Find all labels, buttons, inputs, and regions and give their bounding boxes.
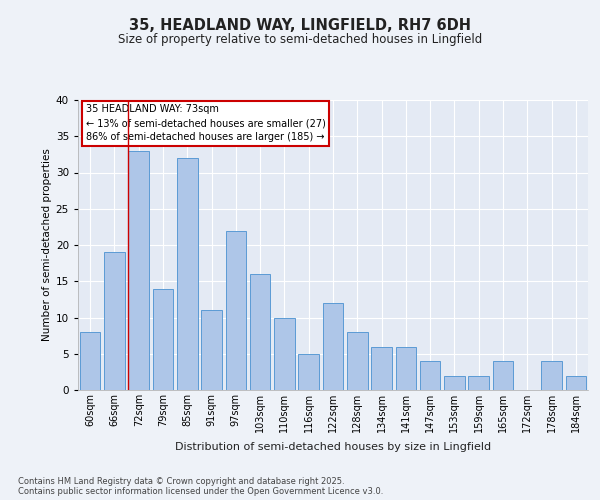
Bar: [323, 303, 343, 390]
Bar: [128, 151, 149, 390]
Bar: [347, 332, 368, 390]
Text: Contains public sector information licensed under the Open Government Licence v3: Contains public sector information licen…: [18, 488, 383, 496]
Bar: [298, 354, 319, 390]
Bar: [177, 158, 197, 390]
Bar: [371, 346, 392, 390]
Bar: [541, 361, 562, 390]
Bar: [152, 288, 173, 390]
Text: Contains HM Land Registry data © Crown copyright and database right 2025.: Contains HM Land Registry data © Crown c…: [18, 478, 344, 486]
Bar: [104, 252, 125, 390]
Bar: [444, 376, 465, 390]
Text: Size of property relative to semi-detached houses in Lingfield: Size of property relative to semi-detach…: [118, 32, 482, 46]
Text: Distribution of semi-detached houses by size in Lingfield: Distribution of semi-detached houses by …: [175, 442, 491, 452]
Bar: [250, 274, 271, 390]
Bar: [420, 361, 440, 390]
Bar: [80, 332, 100, 390]
Bar: [274, 318, 295, 390]
Bar: [201, 310, 222, 390]
Text: 35 HEADLAND WAY: 73sqm
← 13% of semi-detached houses are smaller (27)
86% of sem: 35 HEADLAND WAY: 73sqm ← 13% of semi-det…: [86, 104, 326, 142]
Text: 35, HEADLAND WAY, LINGFIELD, RH7 6DH: 35, HEADLAND WAY, LINGFIELD, RH7 6DH: [129, 18, 471, 32]
Bar: [395, 346, 416, 390]
Y-axis label: Number of semi-detached properties: Number of semi-detached properties: [41, 148, 52, 342]
Bar: [469, 376, 489, 390]
Bar: [226, 230, 246, 390]
Bar: [493, 361, 514, 390]
Bar: [566, 376, 586, 390]
